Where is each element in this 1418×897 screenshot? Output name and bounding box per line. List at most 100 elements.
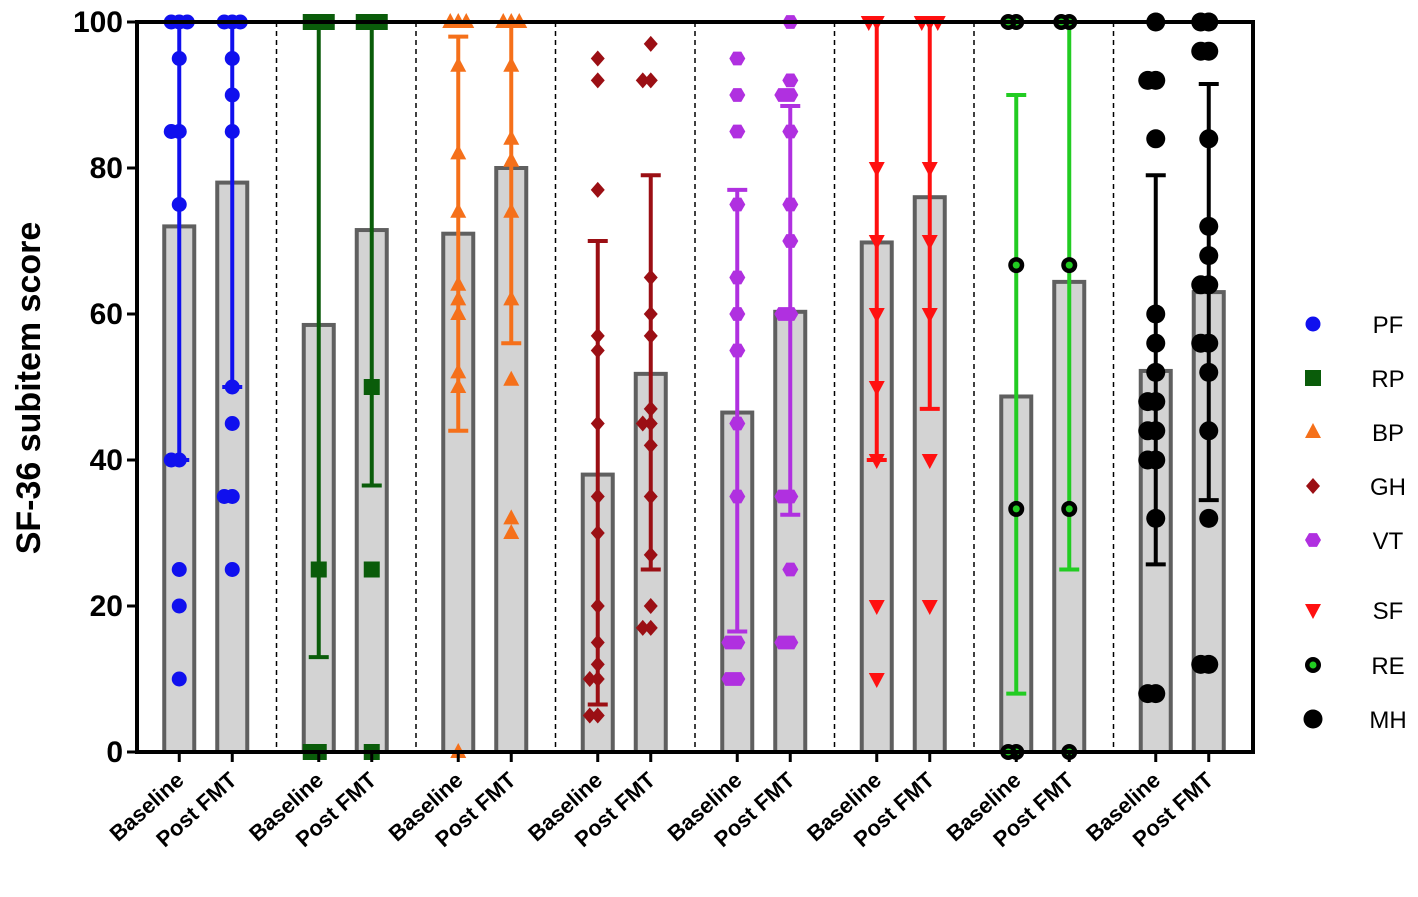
- point-re-baseline-inner: [1012, 505, 1020, 513]
- point-gh-baseline: [590, 656, 605, 673]
- point-bp-baseline: [450, 305, 467, 320]
- point-gh-baseline: [590, 181, 605, 198]
- point-gh-post: [643, 269, 658, 286]
- point-re-post-inner: [1065, 261, 1073, 269]
- point-vt-baseline: [729, 124, 746, 139]
- point-mh-post: [1199, 129, 1219, 149]
- y-tick-label: 40: [90, 444, 123, 477]
- point-gh-post: [643, 415, 658, 432]
- legend-label-sf: SF: [1373, 598, 1404, 625]
- y-tick-label: 20: [90, 590, 123, 623]
- point-vt-baseline: [729, 489, 746, 504]
- point-mh-post: [1191, 654, 1211, 674]
- point-mh-post: [1199, 421, 1219, 441]
- point-gh-baseline: [590, 598, 605, 614]
- point-pf-baseline: [171, 598, 187, 614]
- point-vt-post: [774, 635, 791, 650]
- point-mh-baseline: [1138, 684, 1158, 704]
- point-re-baseline: [1008, 500, 1025, 517]
- point-pf-post: [216, 489, 232, 504]
- point-gh-baseline: [590, 327, 605, 344]
- point-re-baseline: [1008, 257, 1025, 274]
- point-vt-baseline: [729, 270, 746, 285]
- point-gh-post: [643, 488, 658, 505]
- point-re-baseline-inner: [1012, 261, 1020, 269]
- point-gh-post: [643, 619, 658, 636]
- point-vt-baseline: [729, 307, 746, 321]
- point-bp-post: [503, 370, 520, 386]
- point-rp-baseline: [310, 561, 327, 578]
- point-gh-baseline: [590, 525, 605, 541]
- point-mh-baseline: [1146, 129, 1166, 149]
- point-rp-post: [363, 379, 380, 395]
- point-pf-baseline: [171, 562, 187, 577]
- point-vt-post: [774, 307, 791, 321]
- point-pf-baseline: [171, 51, 187, 66]
- point-bp-baseline: [450, 290, 467, 306]
- point-re-post: [1061, 257, 1078, 274]
- y-tick-label: 80: [90, 152, 123, 185]
- point-mh-baseline: [1146, 333, 1166, 353]
- point-gh-baseline: [590, 342, 605, 359]
- legend-label-re: RE: [1371, 653, 1404, 680]
- legend-marker-re-inner: [1309, 661, 1317, 669]
- point-sf-baseline: [868, 235, 885, 250]
- point-pf-post: [224, 87, 240, 103]
- point-gh-baseline: [590, 415, 605, 432]
- point-mh-baseline: [1146, 362, 1166, 382]
- point-vt-post: [782, 124, 799, 139]
- point-pf-post: [224, 51, 240, 66]
- point-sf-post: [921, 235, 938, 250]
- point-sf-baseline: [868, 454, 885, 469]
- point-mh-post: [1191, 275, 1211, 295]
- point-vt-post: [782, 197, 799, 212]
- y-axis-label: SF-36 subitem score: [10, 222, 48, 555]
- point-gh-post: [643, 598, 658, 614]
- point-sf-post: [921, 308, 938, 323]
- legend-marker-rp: [1305, 370, 1321, 386]
- point-vt-baseline: [729, 343, 746, 358]
- point-bp-baseline: [450, 275, 467, 291]
- point-gh-post: [635, 72, 650, 89]
- legend-label-rp: RP: [1371, 366, 1404, 393]
- point-bp-post: [503, 56, 520, 72]
- point-bp-post: [503, 202, 520, 218]
- point-gh-post: [643, 546, 658, 563]
- point-pf-baseline: [171, 671, 187, 687]
- point-mh-post: [1199, 216, 1219, 236]
- point-bp-baseline: [450, 202, 467, 218]
- legend-marker-pf: [1305, 316, 1321, 332]
- y-tick-label: 60: [90, 298, 123, 331]
- plot-frame: [135, 20, 1255, 754]
- legend-label-pf: PF: [1373, 312, 1404, 339]
- y-tick-label: 0: [106, 736, 123, 769]
- point-vt-baseline: [729, 51, 746, 66]
- point-bp-post: [503, 524, 520, 539]
- point-vt-baseline: [729, 88, 746, 102]
- point-gh-post: [643, 400, 658, 417]
- point-gh-baseline: [590, 50, 605, 67]
- legend-label-mh: MH: [1369, 707, 1406, 734]
- point-mh-post: [1199, 246, 1219, 266]
- point-pf-post: [224, 379, 240, 395]
- point-gh-baseline: [590, 671, 605, 687]
- legend-label-bp: BP: [1372, 420, 1404, 447]
- point-gh-baseline: [582, 707, 597, 724]
- legend-marker-vt: [1305, 533, 1321, 547]
- point-bp-post: [503, 509, 520, 525]
- point-gh-baseline: [590, 707, 605, 724]
- point-vt-post: [774, 88, 791, 102]
- legend-label-vt: VT: [1373, 528, 1404, 555]
- point-bp-post: [503, 151, 520, 167]
- point-mh-post: [1191, 41, 1211, 61]
- point-sf-post: [921, 600, 938, 615]
- point-bp-baseline: [450, 363, 467, 379]
- point-mh-baseline: [1138, 450, 1158, 470]
- point-sf-baseline: [868, 381, 885, 396]
- point-gh-post: [643, 72, 658, 89]
- point-pf-post: [224, 416, 240, 431]
- point-bp-baseline: [450, 56, 467, 72]
- point-gh-post: [635, 619, 650, 636]
- point-bp-post: [503, 290, 520, 306]
